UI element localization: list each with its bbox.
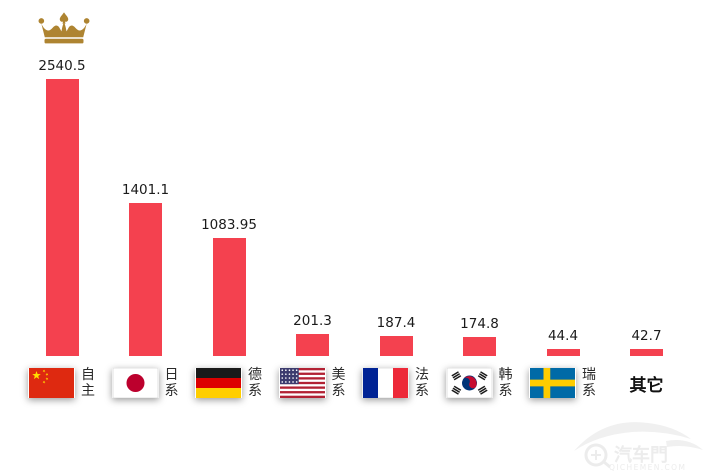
category-6: 瑞系	[498, 363, 628, 403]
france-flag-icon	[362, 368, 410, 398]
south-korea-flag-icon	[445, 368, 493, 398]
watermark-brand: 汽车門	[614, 444, 668, 466]
category-5: 韩系	[415, 363, 545, 403]
bar-value-label: 174.8	[460, 315, 499, 332]
category-7: 其它	[582, 363, 708, 403]
category-label: 自主	[80, 366, 95, 399]
watermark-domain: QICHEMEN.COM	[609, 463, 686, 472]
bar-7	[630, 349, 663, 356]
bar-5	[463, 336, 496, 356]
bar-4	[379, 335, 413, 356]
germany-flag-icon	[195, 368, 243, 398]
japan-flag-icon	[111, 368, 159, 398]
china-flag-icon	[28, 368, 76, 398]
usa-flag-icon	[278, 368, 326, 398]
bar-1	[129, 203, 162, 356]
bar-0	[45, 79, 79, 356]
category-3: 美系	[248, 363, 378, 403]
bar-value-label: 201.3	[293, 313, 332, 330]
category-label: 瑞系	[581, 366, 596, 399]
category-label-other: 其它	[629, 375, 664, 396]
bar-3	[296, 334, 329, 356]
category-4: 法系	[331, 363, 461, 403]
category-label: 日系	[164, 366, 179, 399]
bar-value-label: 1401.1	[121, 182, 170, 199]
sweden-flag-icon	[529, 368, 577, 398]
bar-value-label: 44.4	[547, 328, 579, 344]
crown-icon	[35, 11, 93, 49]
bar-2	[212, 237, 246, 356]
category-label: 法系	[414, 366, 429, 399]
category-label: 德系	[247, 366, 262, 399]
category-1: 日系	[81, 363, 211, 403]
category-label: 韩系	[498, 366, 513, 399]
watermark-logo: 汽车門 QICHEMEN.COM	[570, 410, 708, 472]
bar-value-label: 2540.5	[38, 58, 86, 74]
category-0: 自主	[0, 363, 127, 403]
bar-value-label: 1083.95	[201, 216, 257, 233]
bar-value-label: 187.4	[376, 314, 416, 331]
car-watermark-icon: 汽车門 QICHEMEN.COM	[574, 422, 703, 472]
category-label: 美系	[331, 366, 346, 399]
bar-6	[546, 349, 580, 356]
category-2: 德系	[164, 363, 294, 403]
bar-value-label: 42.7	[631, 328, 662, 344]
